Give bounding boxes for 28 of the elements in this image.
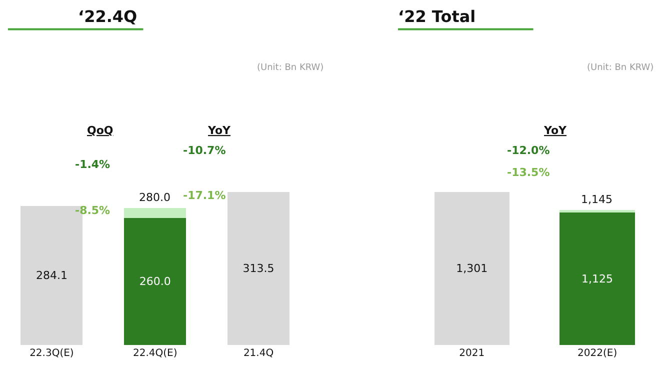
text: (Unit: Bn KRW) [587, 63, 654, 73]
data-label: 1,301 [456, 262, 488, 275]
total-label: 1,145 [581, 193, 612, 206]
data-label: 313.5 [242, 262, 274, 275]
x-tick-label: 22.4Q(E) [132, 348, 178, 359]
text: (Unit: Bn KRW) [257, 63, 324, 73]
chart-title: ‘22 Total [398, 7, 476, 26]
bar [227, 192, 290, 345]
x-tick-label: 22.3Q(E) [30, 348, 74, 359]
bar [124, 208, 186, 218]
data-label: 1,125 [582, 272, 614, 286]
data-label: 284.1 [36, 269, 68, 282]
total-label: 280.0 [139, 191, 170, 204]
x-tick-label: 2022(E) [578, 348, 618, 359]
text: -12.0% [507, 144, 550, 157]
data-label: 260.0 [139, 274, 171, 288]
annotation: -8.5% [75, 204, 110, 217]
text: YoY [543, 124, 568, 137]
chart-title: ‘22.4Q [78, 7, 138, 26]
bar [124, 218, 186, 345]
text: QoQ [87, 124, 114, 137]
x-tick-label: 2021 [459, 348, 485, 359]
text: -13.5% [507, 166, 550, 179]
text: YoY [207, 124, 232, 137]
text: -1.4% [75, 158, 110, 171]
annotation: -17.1% [183, 189, 226, 202]
text: -10.7% [183, 144, 226, 157]
x-tick-label: 21.4Q [243, 348, 274, 359]
